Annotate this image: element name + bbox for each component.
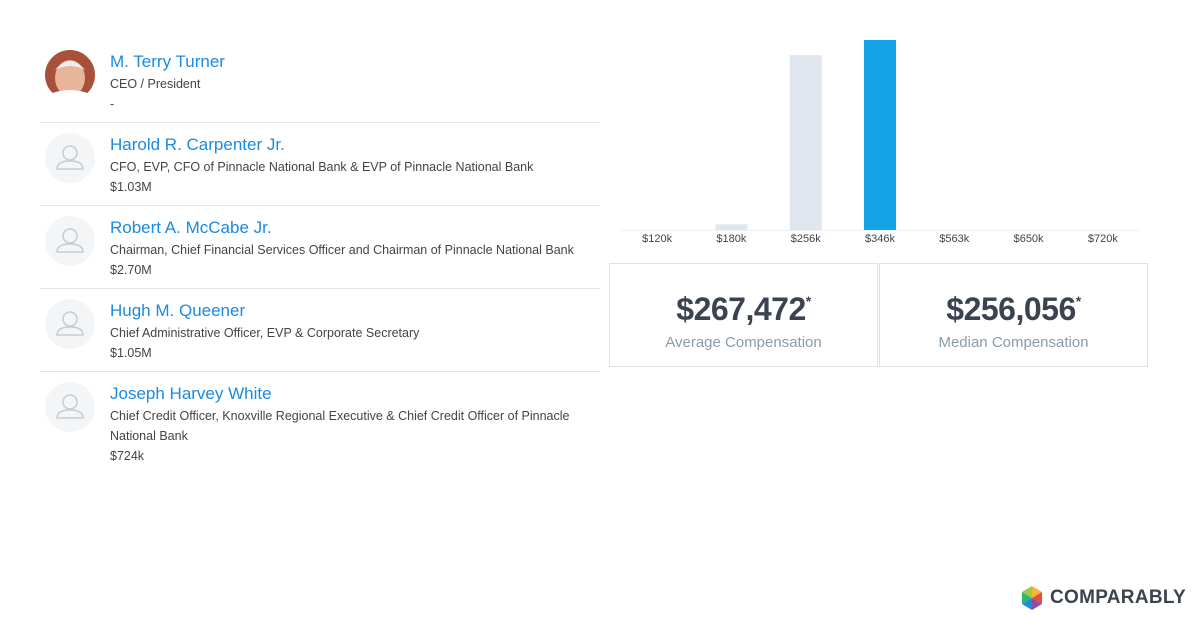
avatar-bg — [45, 216, 95, 266]
executive-info: Hugh M. Queener Chief Administrative Offi… — [110, 289, 600, 371]
avatar-bg — [45, 382, 95, 432]
x-tick-label: $650k — [1014, 233, 1044, 245]
stat-card: $256,056* Median Compensation — [879, 263, 1148, 367]
avatar-head — [62, 311, 78, 327]
executive-name[interactable]: Hugh M. Queener — [110, 301, 246, 320]
avatar — [45, 299, 95, 349]
logo: COMPARABLY — [1020, 586, 1186, 610]
avatar — [45, 133, 95, 183]
executive-row: Robert A. McCabe Jr. Chairman, Chief Fina… — [40, 206, 600, 289]
executive-title: Chief Administrative Officer, EVP & Corp… — [110, 326, 420, 340]
executive-name[interactable]: Harold R. Carpenter Jr. — [110, 135, 285, 154]
executive-title: Chief Credit Officer, Knoxville Regional… — [110, 409, 570, 443]
x-tick-label: $346k — [865, 233, 895, 245]
stat-footnote-mark: * — [1075, 293, 1081, 309]
photo-face — [55, 60, 85, 96]
stat-label: Median Compensation — [938, 334, 1089, 351]
executive-name[interactable]: Joseph Harvey White — [110, 384, 272, 403]
executive-row: Harold R. Carpenter Jr. CFO, EVP, CFO of … — [40, 123, 600, 206]
photo-hair — [55, 61, 85, 70]
avatar-head — [62, 228, 78, 244]
chart: $120k $180k $256k $346k $563k $650k $720k — [620, 40, 1140, 245]
avatar-body — [56, 326, 84, 336]
stat-number: $256,056 — [946, 291, 1076, 327]
x-tick-label: $256k — [791, 233, 821, 245]
executive-info: M. Terry Turner CEO / President - — [110, 40, 600, 122]
avatar-body — [56, 409, 84, 419]
avatar-bg — [45, 299, 95, 349]
executive-compensation: $724k — [110, 449, 145, 463]
executive-title: CFO, EVP, CFO of Pinnacle National Bank … — [110, 160, 534, 174]
executive-info: Harold R. Carpenter Jr. CFO, EVP, CFO of … — [110, 123, 600, 205]
logo-icon — [1022, 586, 1042, 610]
executive-row: M. Terry Turner CEO / President - — [40, 40, 600, 123]
executive-list: M. Terry Turner CEO / President - Harold R.… — [40, 40, 600, 474]
stat-value: $256,056* — [880, 291, 1147, 328]
executive-compensation: $1.03M — [110, 180, 152, 194]
x-tick-label: $180k — [716, 233, 746, 245]
executive-name[interactable]: M. Terry Turner — [110, 52, 225, 71]
executive-title: CEO / President — [110, 77, 201, 91]
executive-row: Joseph Harvey White Chief Credit Officer,… — [40, 372, 600, 474]
bar — [789, 55, 822, 231]
executive-name[interactable]: Robert A. McCabe Jr. — [110, 218, 272, 237]
avatar-head — [62, 394, 78, 410]
logo-text: COMPARABLY — [1050, 587, 1187, 608]
avatar — [45, 382, 95, 432]
photo-shirt — [50, 90, 90, 100]
stat-value: $267,472* — [610, 291, 877, 328]
avatar-body — [56, 243, 84, 253]
avatar-head — [62, 145, 78, 161]
executive-info: Robert A. McCabe Jr. Chairman, Chief Fina… — [110, 206, 600, 288]
executive-compensation: - — [110, 97, 115, 111]
avatar — [45, 216, 95, 266]
stat-label: Average Compensation — [665, 334, 822, 351]
avatar-body — [56, 160, 84, 170]
executive-compensation: $2.70M — [110, 263, 152, 277]
x-tick-label: $120k — [642, 233, 672, 245]
executive-row: Hugh M. Queener Chief Administrative Offi… — [40, 289, 600, 372]
stat-card: $267,472* Average Compensation — [609, 263, 878, 367]
executive-compensation: $1.05M — [110, 346, 152, 360]
executive-info: Joseph Harvey White Chief Credit Officer,… — [110, 372, 600, 474]
avatar-bg — [45, 133, 95, 183]
stat-number: $267,472 — [676, 291, 806, 327]
x-tick-label: $563k — [939, 233, 969, 245]
bar — [715, 224, 748, 230]
stats: $267,472* Average Compensation $256,056* Me… — [609, 263, 1148, 367]
stat-footnote-mark: * — [805, 293, 811, 309]
avatar — [45, 50, 95, 100]
x-tick-label: $720k — [1088, 233, 1118, 245]
executive-title: Chairman, Chief Financial Services Offic… — [110, 243, 574, 257]
bar — [864, 40, 896, 230]
